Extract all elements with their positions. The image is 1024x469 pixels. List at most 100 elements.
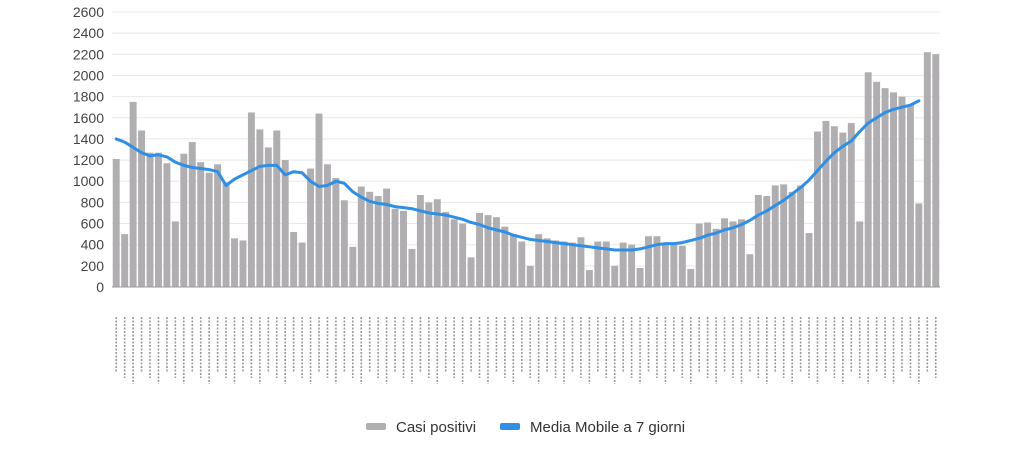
bar [814, 131, 821, 287]
bar [315, 113, 323, 287]
bar [932, 54, 940, 288]
moving-average-line [114, 99, 921, 252]
line-series [114, 99, 921, 252]
bar [366, 191, 374, 287]
bar [746, 254, 754, 287]
y-tick-label: 1800 [73, 89, 104, 105]
bar [569, 242, 576, 287]
bar [653, 236, 661, 287]
bar [155, 152, 162, 287]
bar [645, 236, 652, 287]
bar [340, 200, 348, 287]
bar [535, 234, 543, 287]
y-tick-label: 1600 [73, 110, 104, 126]
bar [332, 178, 340, 287]
bar [492, 217, 500, 287]
bar [763, 196, 771, 287]
bar [323, 164, 331, 287]
bar [788, 191, 796, 287]
bar [881, 88, 889, 288]
bar [729, 221, 737, 287]
bar [805, 233, 813, 287]
bar [602, 241, 610, 287]
bar [678, 245, 686, 287]
bar [247, 112, 255, 287]
bar [307, 168, 315, 287]
bar [374, 196, 382, 287]
bar [509, 234, 517, 287]
bar [695, 223, 703, 287]
bar [450, 219, 458, 287]
bar [146, 152, 154, 287]
bar [231, 238, 238, 287]
bar [906, 105, 914, 287]
bar [687, 269, 695, 287]
bar [290, 232, 298, 287]
bar [188, 142, 196, 287]
bar [923, 52, 931, 287]
bar [704, 222, 712, 287]
bar [670, 244, 678, 287]
bar [856, 221, 864, 287]
bar [839, 132, 847, 287]
bar [830, 126, 838, 287]
bar [594, 241, 602, 287]
bar [476, 212, 483, 287]
bar [239, 240, 247, 287]
bar [915, 203, 923, 287]
bar [273, 130, 281, 287]
bar [619, 242, 627, 287]
bar [180, 153, 188, 287]
bar [197, 162, 205, 287]
y-tick-label: 400 [81, 237, 105, 253]
bar [552, 240, 560, 287]
bar [864, 72, 872, 287]
bar [526, 265, 534, 287]
bar [425, 202, 433, 287]
bar [121, 234, 129, 287]
bar [585, 270, 593, 287]
bar [383, 188, 391, 287]
y-tick-label: 2200 [73, 46, 104, 62]
bar [780, 184, 788, 287]
bar [712, 228, 720, 287]
y-tick-label: 1200 [73, 152, 104, 168]
bar [628, 244, 636, 287]
legend-label: Media Mobile a 7 giorni [530, 419, 685, 436]
y-tick-label: 2000 [73, 67, 104, 83]
bar [391, 208, 399, 287]
bar [408, 248, 416, 287]
bar [636, 267, 644, 287]
bar-series [112, 52, 940, 288]
y-tick-label: 600 [81, 216, 105, 232]
bar [873, 81, 881, 287]
bar [577, 237, 585, 287]
bar [349, 246, 357, 287]
bar [797, 185, 805, 287]
bar [129, 101, 137, 288]
bar [822, 120, 830, 287]
bar [442, 211, 450, 287]
legend-item-casi-positivi[interactable]: Casi positivi [366, 419, 476, 436]
legend-swatch [366, 423, 386, 430]
bar [771, 185, 779, 287]
bar [847, 123, 855, 287]
legend-item-media-mobile[interactable]: Media Mobile a 7 giorni [500, 419, 685, 436]
bar [467, 257, 475, 287]
bar [501, 226, 509, 287]
bar [205, 172, 213, 287]
legend-label: Casi positivi [396, 419, 476, 436]
x-axis [112, 286, 940, 384]
bar [890, 92, 897, 287]
bar [256, 129, 264, 287]
bar [281, 160, 289, 287]
bar [560, 241, 568, 287]
bar [459, 223, 467, 287]
bar [264, 147, 272, 287]
bar [171, 221, 179, 287]
bar [357, 186, 365, 287]
bar [433, 199, 441, 287]
y-tick-label: 2600 [73, 4, 104, 20]
